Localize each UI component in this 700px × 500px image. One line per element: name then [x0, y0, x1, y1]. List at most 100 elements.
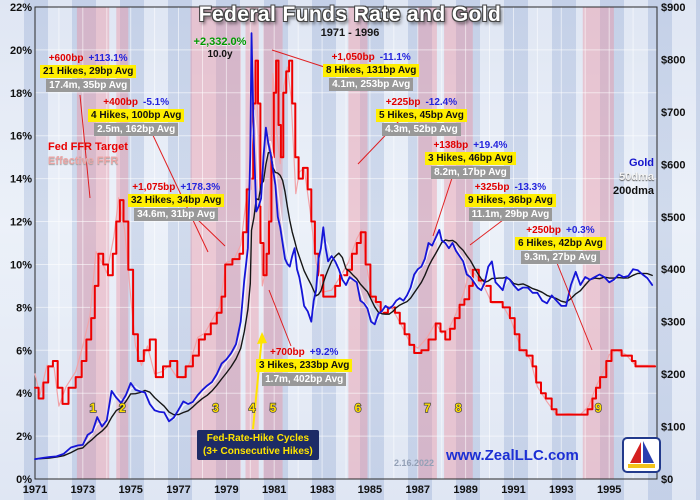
- cycle-number-3: 3: [212, 401, 219, 415]
- cycle-number-8: 8: [455, 401, 462, 415]
- right-axis-tick: $600: [661, 159, 685, 171]
- plot-border: [34, 6, 658, 480]
- hikes-stat: 3 Hikes, 46bp Avg: [425, 152, 516, 165]
- series-gold-200dma: [34, 152, 653, 460]
- hike-cycle-band-8: [444, 7, 473, 479]
- left-axis-tick: 18%: [10, 88, 32, 100]
- duration-stat: 4.3m, 52bp Avg: [382, 123, 461, 136]
- hikes-stat: 5 Hikes, 45bp Avg: [376, 109, 467, 122]
- x-axis-tick: 1981: [262, 484, 286, 496]
- legend-50dma: 50dma: [619, 170, 654, 183]
- rate-change-bp: +1,050bp: [331, 52, 375, 63]
- right-axis-tick: $500: [661, 212, 685, 224]
- zeal-logo-icon: [622, 437, 661, 473]
- hikes-stat: 21 Hikes, 29bp Avg: [40, 65, 137, 78]
- rate-change-bp: +250bp: [526, 225, 561, 236]
- annotation-leader-line: [469, 219, 504, 246]
- x-axis-tick: 1993: [549, 484, 573, 496]
- gold-gain-pct: +2,332.0%: [193, 36, 247, 48]
- cycle-annotation-9: +700bp +9.2% 3 Hikes, 233bp Avg 1.7m, 402…: [256, 346, 353, 386]
- annotation-leader-line: [556, 262, 593, 351]
- hikes-stat: 6 Hikes, 42bp Avg: [515, 237, 606, 250]
- cycles-arrow-head: [257, 332, 267, 344]
- left-axis-tick: 2%: [16, 431, 32, 443]
- cycle-annotation-row1: +225bp -12.4%: [376, 96, 467, 109]
- chart-subtitle: 1971 - 1996: [320, 27, 380, 39]
- gold-legend: Gold 50dma 200dma: [613, 157, 654, 198]
- left-axis-tick: 0%: [16, 474, 32, 486]
- gold-change-pct: -5.1%: [143, 97, 170, 108]
- duration-stat: 34.6m, 31bp Avg: [134, 208, 219, 221]
- cycle-annotation-row1: +1,075bp +178.3%: [128, 181, 224, 194]
- x-axis-tick: 1989: [453, 484, 477, 496]
- duration-stat: 2.5m, 162bp Avg: [94, 123, 179, 136]
- gold-gain-duration: 10.0y: [207, 48, 233, 60]
- right-axis-tick: $700: [661, 107, 685, 119]
- cycle-number-2: 2: [119, 401, 126, 415]
- hikes-stat: 9 Hikes, 36bp Avg: [465, 194, 556, 207]
- right-axis-tick: $800: [661, 54, 685, 66]
- cycle-annotation-row1: +138bp +19.4%: [425, 139, 516, 152]
- x-axis-tick: 1975: [118, 484, 142, 496]
- cycle-annotation-2: +400bp -5.1% 4 Hikes, 100bp Avg 2.5m, 162…: [88, 96, 185, 136]
- website-link[interactable]: www.ZealLLC.com: [446, 447, 579, 464]
- gold-gain-annotation: +2,332.0% 10.0y: [181, 36, 259, 60]
- hikes-stat: 4 Hikes, 100bp Avg: [88, 109, 185, 122]
- duration-stat: 9.3m, 27bp Avg: [521, 251, 600, 264]
- legend-gold: Gold: [628, 157, 654, 169]
- gold-change-pct: +9.2%: [309, 347, 339, 358]
- x-axis-tick: 1979: [214, 484, 238, 496]
- cycle-number-5: 5: [270, 401, 277, 415]
- cycle-annotation-5: +225bp -12.4% 5 Hikes, 45bp Avg 4.3m, 52b…: [376, 96, 467, 136]
- gold-change-pct: -11.1%: [379, 52, 411, 63]
- chart-title: Federal Funds Rate and Gold: [198, 3, 502, 26]
- cycle-annotation-row1: +600bp +113.1%: [40, 52, 136, 65]
- duration-stat: 8.2m, 17bp Avg: [431, 166, 510, 179]
- cycle-number-9: 9: [595, 401, 602, 415]
- cycle-annotation-row1: +400bp -5.1%: [88, 96, 184, 109]
- cycle-number-4: 4: [249, 401, 256, 415]
- cycle-annotation-row1: +325bp -13.3%: [465, 181, 556, 194]
- hike-cycles-label-line2: (3+ Consecutive Hikes): [203, 446, 313, 457]
- hike-cycles-label: Fed-Rate-Hike Cycles (3+ Consecutive Hik…: [197, 430, 319, 460]
- cycle-number-1: 1: [90, 401, 97, 415]
- cycle-annotation-8: +250bp +0.3% 6 Hikes, 42bp Avg 9.3m, 27bp…: [515, 224, 606, 264]
- x-axis-tick: 1995: [597, 484, 621, 496]
- cycle-annotation-row1: +1,050bp -11.1%: [323, 51, 419, 64]
- left-axis-tick: 10%: [10, 260, 32, 272]
- cycle-annotation-1: +600bp +113.1% 21 Hikes, 29bp Avg 17.4m, …: [40, 52, 137, 92]
- duration-stat: 4.1m, 253bp Avg: [329, 78, 414, 91]
- legend-200dma: 200dma: [613, 184, 654, 197]
- hikes-stat: 8 Hikes, 131bp Avg: [323, 64, 420, 77]
- left-axis-tick: 20%: [10, 45, 32, 57]
- x-axis-tick: 1971: [23, 484, 47, 496]
- gold-change-pct: +0.3%: [565, 225, 595, 236]
- hike-cycles-label-line1: Fed-Rate-Hike Cycles: [206, 433, 310, 444]
- hikes-stat: 32 Hikes, 34bp Avg: [128, 194, 225, 207]
- right-axis-tick: $400: [661, 264, 685, 276]
- cycles-arrow: [252, 335, 263, 430]
- x-axis-tick: 1983: [310, 484, 334, 496]
- cycle-number-7: 7: [424, 401, 431, 415]
- annotation-leader-line: [268, 289, 292, 347]
- rate-change-bp: +400bp: [103, 97, 139, 108]
- right-axis-tick: $100: [661, 422, 685, 434]
- hike-cycle-band-3: [190, 7, 241, 479]
- cycle-number-6: 6: [355, 401, 362, 415]
- annotation-leader-line: [432, 177, 453, 237]
- x-axis-tick: 1977: [166, 484, 190, 496]
- left-axis-tick: 4%: [16, 388, 32, 400]
- left-axis-tick: 16%: [10, 131, 32, 143]
- rate-change-bp: +700bp: [270, 347, 305, 358]
- watermark-date: 2.16.2022: [394, 458, 435, 468]
- legend-ffr-target: Fed FFR Target: [48, 141, 128, 153]
- rate-change-bp: +225bp: [385, 97, 421, 108]
- annotation-leader-line: [79, 94, 91, 199]
- zeal-logo: [622, 437, 661, 473]
- x-axis-tick: 1991: [501, 484, 525, 496]
- series-fed-ffr-target: [34, 59, 657, 416]
- duration-stat: 17.4m, 35bp Avg: [46, 79, 131, 92]
- cycle-annotation-4: +1,050bp -11.1% 8 Hikes, 131bp Avg 4.1m, …: [323, 51, 420, 91]
- cycle-annotation-3: +1,075bp +178.3% 32 Hikes, 34bp Avg 34.6m…: [128, 181, 225, 221]
